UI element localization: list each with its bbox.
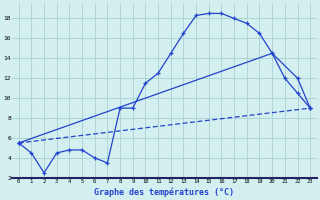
X-axis label: Graphe des températures (°C): Graphe des températures (°C) [94, 187, 235, 197]
